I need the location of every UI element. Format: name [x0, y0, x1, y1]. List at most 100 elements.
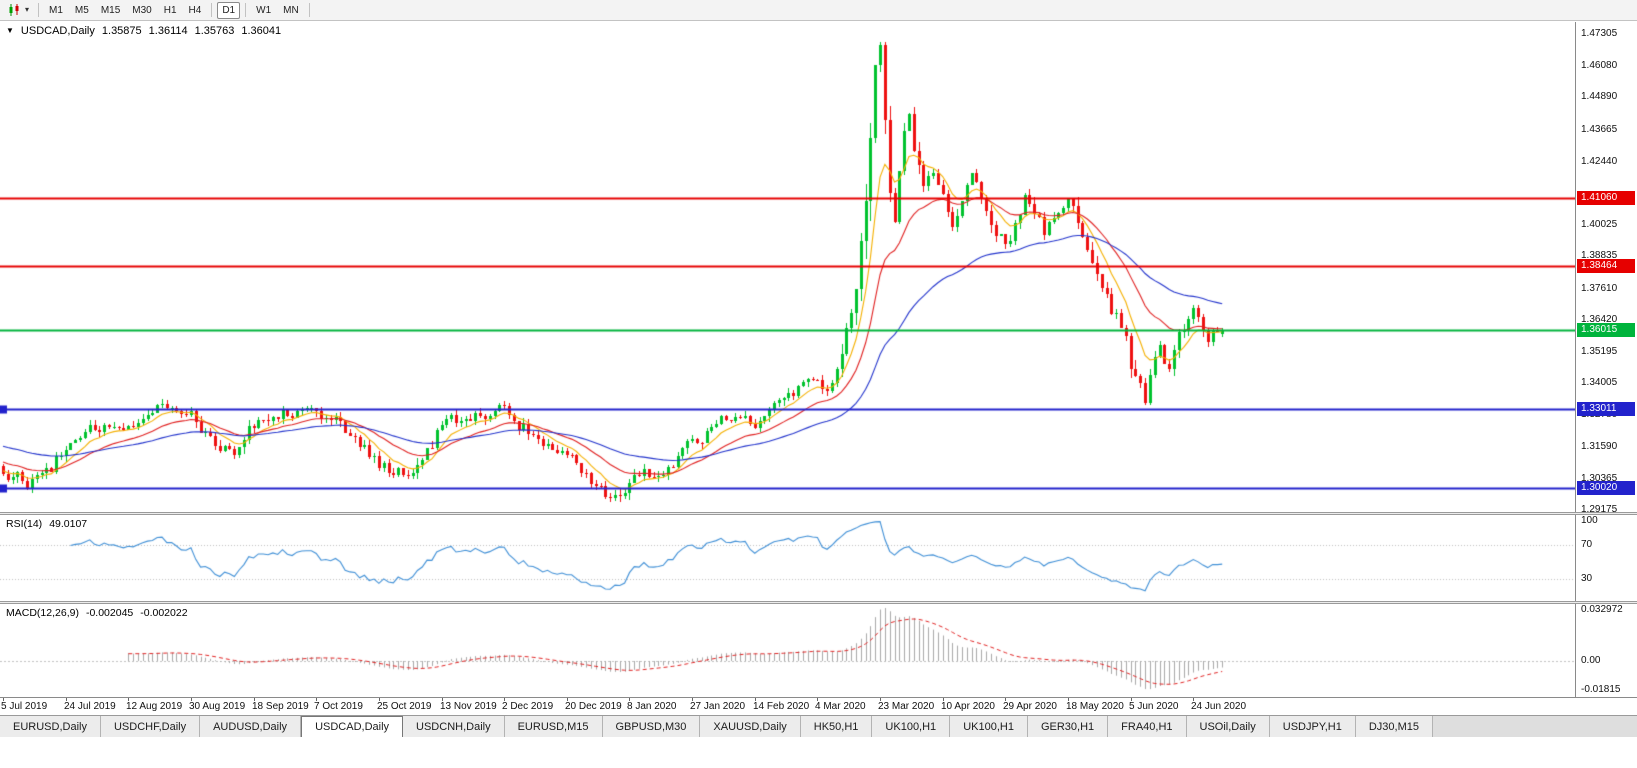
macd-label: MACD(12,26,9) -0.002045 -0.002022	[6, 607, 188, 619]
date-label: 5 Jul 2019	[1, 701, 48, 712]
macd-tick: 0.032972	[1581, 604, 1623, 615]
chart-tabs: EURUSD,Daily USDCHF,Daily AUDUSD,Daily USDC…	[0, 715, 1637, 737]
price-tick: 1.31590	[1581, 440, 1618, 452]
date-tick-mark	[692, 698, 693, 701]
price-badge-resistance-line[interactable]: 1.41060	[1577, 190, 1635, 205]
macd-scale[interactable]: 0.032972 0.00 -0.01815	[1575, 604, 1637, 697]
tab-eurusd-daily[interactable]: EURUSD,Daily	[0, 716, 101, 737]
tab-gbpusd-m30[interactable]: GBPUSD,M30	[602, 716, 701, 737]
time-scale[interactable]: 5 Jul 2019 24 Jul 2019 12 Aug 2019 30 Aug 2…	[0, 697, 1637, 713]
timeframe-h1[interactable]: H1	[163, 4, 177, 16]
panel-splitter[interactable]	[0, 601, 1637, 604]
chart-symbol-period: USDCAD,Daily	[20, 25, 95, 37]
macd-indicator-name: MACD(12,26,9)	[6, 607, 79, 619]
date-label: 29 Apr 2020	[1003, 701, 1057, 712]
tab-usoil-daily[interactable]: USOil,Daily	[1186, 716, 1270, 737]
tab-usdcnh-daily[interactable]: USDCNH,Daily	[403, 716, 505, 737]
date-tick-mark	[1068, 698, 1069, 701]
tab-xauusd-daily[interactable]: XAUUSD,Daily	[700, 716, 801, 737]
toolbar-separator	[245, 3, 247, 17]
price-badge-support-line[interactable]: 1.30020	[1577, 480, 1635, 495]
rsi-chart-canvas[interactable]	[0, 515, 1575, 601]
price-badge-current-price-line[interactable]: 1.36015	[1577, 323, 1635, 338]
timeframe-m15[interactable]: M15	[100, 4, 121, 16]
date-tick-mark	[442, 698, 443, 701]
tab-audusd-daily[interactable]: AUDUSD,Daily	[200, 716, 302, 737]
candlestick-chart-canvas[interactable]	[0, 22, 1575, 512]
rsi-panel: RSI(14) 49.0107 100 70 30	[0, 515, 1637, 601]
chart-type-icon[interactable]: ▾	[4, 2, 32, 18]
rsi-indicator-name: RSI(14)	[6, 518, 43, 530]
date-label: 4 Mar 2020	[815, 701, 866, 712]
date-label: 14 Feb 2020	[753, 701, 810, 712]
date-tick-mark	[66, 698, 67, 701]
rsi-tick: 30	[1581, 572, 1593, 584]
price-tick: 1.38835	[1581, 250, 1618, 262]
date-label: 25 Oct 2019	[377, 701, 432, 712]
date-tick-mark	[128, 698, 129, 701]
tab-usdjpy-h1[interactable]: USDJPY,H1	[1269, 716, 1356, 737]
rsi-plot-area[interactable]: RSI(14) 49.0107	[0, 515, 1575, 601]
macd-tick: -0.01815	[1581, 684, 1621, 695]
date-label: 8 Jan 2020	[627, 701, 677, 712]
price-badge-support-line[interactable]: 1.33011	[1577, 402, 1635, 417]
date-label: 27 Jan 2020	[690, 701, 746, 712]
macd-tick: 0.00	[1581, 655, 1601, 666]
panel-splitter[interactable]	[0, 512, 1637, 515]
tab-usdcad-daily[interactable]: USDCAD,Daily	[301, 716, 404, 737]
timeframe-m30[interactable]: M30	[132, 4, 152, 16]
date-tick-mark	[1193, 698, 1194, 701]
chart-open-value: 1.35875	[101, 25, 142, 37]
price-tick: 1.35195	[1581, 345, 1618, 357]
chart-close-value: 1.36041	[241, 25, 282, 37]
timeframe-mn[interactable]: MN	[283, 4, 299, 16]
date-label: 24 Jul 2019	[64, 701, 116, 712]
tab-usdchf-daily[interactable]: USDCHF,Daily	[100, 716, 201, 737]
timeframe-w1[interactable]: W1	[256, 4, 272, 16]
date-tick-mark	[567, 698, 568, 701]
rsi-tick: 70	[1581, 538, 1593, 550]
date-tick-mark	[1005, 698, 1006, 701]
chart-header: ▼ USDCAD,Daily 1.35875 1.36114 1.35763 1…	[6, 25, 281, 37]
toolbar-separator	[308, 3, 310, 17]
macd-chart-canvas[interactable]	[0, 604, 1575, 697]
tab-hk50-h1[interactable]: HK50,H1	[800, 716, 873, 737]
price-tick: 1.46080	[1581, 60, 1618, 72]
timeframe-h4[interactable]: H4	[188, 4, 202, 16]
main-plot-area[interactable]: ▼ USDCAD,Daily 1.35875 1.36114 1.35763 1…	[0, 22, 1575, 512]
date-label: 13 Nov 2019	[440, 701, 497, 712]
price-badge-resistance-line[interactable]: 1.38464	[1577, 259, 1635, 274]
main-chart-panel: ▼ USDCAD,Daily 1.35875 1.36114 1.35763 1…	[0, 22, 1637, 515]
date-tick-mark	[504, 698, 505, 701]
chevron-down-icon: ▾	[25, 5, 30, 14]
tab-uk100-h1[interactable]: UK100,H1	[872, 716, 951, 737]
rsi-indicator-value: 49.0107	[49, 518, 88, 530]
chart-collapse-icon[interactable]: ▼	[6, 26, 14, 35]
date-tick-mark	[755, 698, 756, 701]
date-tick-mark	[254, 698, 255, 701]
rsi-label: RSI(14) 49.0107	[6, 518, 87, 530]
timeframe-m1[interactable]: M1	[49, 4, 63, 16]
price-tick: 1.36420	[1581, 313, 1618, 325]
date-tick-mark	[943, 698, 944, 701]
tab-ger30-h1[interactable]: GER30,H1	[1027, 716, 1109, 737]
date-tick-mark	[1131, 698, 1132, 701]
tab-fra40-h1[interactable]: FRA40,H1	[1108, 716, 1187, 737]
tab-eurusd-m15[interactable]: EURUSD,M15	[504, 716, 603, 737]
tab-dj30-m15[interactable]: DJ30,M15	[1355, 716, 1433, 737]
date-label: 24 Jun 2020	[1191, 701, 1247, 712]
chart-high-value: 1.36114	[148, 25, 188, 37]
date-label: 7 Oct 2019	[314, 701, 363, 712]
timeframe-m5[interactable]: M5	[74, 4, 89, 16]
price-scale[interactable]: 1.47305 1.46080 1.44890 1.43665 1.42440 1.400…	[1575, 22, 1637, 515]
macd-main-value: -0.002045	[85, 607, 134, 619]
macd-plot-area[interactable]: MACD(12,26,9) -0.002045 -0.002022	[0, 604, 1575, 697]
price-tick: 1.30365	[1581, 472, 1618, 484]
rsi-scale[interactable]: 100 70 30	[1575, 515, 1637, 601]
date-label: 10 Apr 2020	[941, 701, 995, 712]
candlestick-icon	[9, 4, 19, 16]
toolbar: ▾ M1 M5 M15 M30 H1 H4 D1 W1 MN	[0, 0, 1637, 21]
timeframe-d1[interactable]: D1	[217, 1, 241, 19]
tab-uk100-h1[interactable]: UK100,H1	[950, 716, 1028, 737]
date-tick-mark	[3, 698, 4, 701]
